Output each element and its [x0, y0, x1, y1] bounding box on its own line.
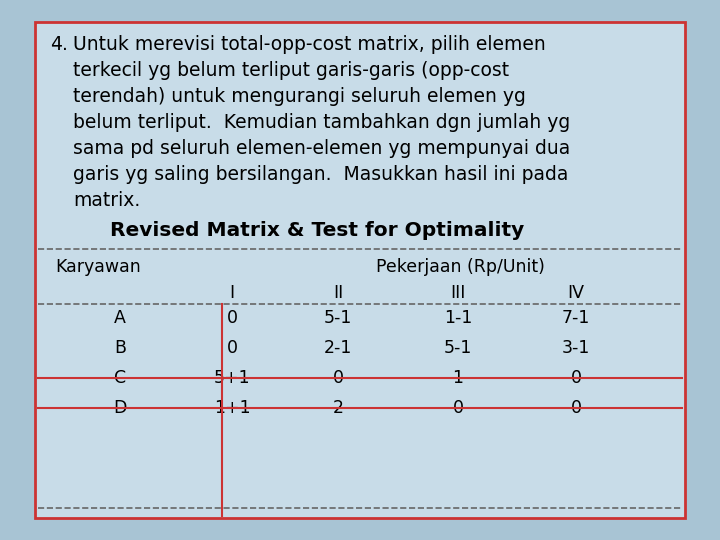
Text: II: II [333, 284, 343, 302]
Text: 0: 0 [227, 339, 238, 357]
Text: 5-1: 5-1 [324, 309, 352, 327]
Text: sama pd seluruh elemen-elemen yg mempunyai dua: sama pd seluruh elemen-elemen yg mempuny… [73, 139, 570, 158]
Text: 4.: 4. [50, 35, 68, 54]
Text: Karyawan: Karyawan [55, 258, 140, 276]
Text: B: B [114, 339, 126, 357]
Text: 0: 0 [570, 369, 582, 387]
Text: C: C [114, 369, 126, 387]
Text: 3-1: 3-1 [562, 339, 590, 357]
Text: Untuk merevisi total-opp-cost matrix, pilih elemen: Untuk merevisi total-opp-cost matrix, pi… [73, 35, 546, 54]
Text: IV: IV [567, 284, 585, 302]
Text: 5-1: 5-1 [444, 339, 472, 357]
Text: matrix.: matrix. [73, 191, 140, 210]
Text: Revised Matrix & Test for Optimality: Revised Matrix & Test for Optimality [110, 221, 524, 240]
Text: 7-1: 7-1 [562, 309, 590, 327]
Text: belum terliput.  Kemudian tambahkan dgn jumlah yg: belum terliput. Kemudian tambahkan dgn j… [73, 113, 570, 132]
Text: 1+1: 1+1 [214, 399, 251, 417]
Text: A: A [114, 309, 126, 327]
Text: I: I [230, 284, 235, 302]
Text: 1: 1 [452, 369, 464, 387]
Text: D: D [113, 399, 127, 417]
Text: 2: 2 [333, 399, 343, 417]
Text: 0: 0 [333, 369, 343, 387]
Text: terendah) untuk mengurangi seluruh elemen yg: terendah) untuk mengurangi seluruh eleme… [73, 87, 526, 106]
Text: 2-1: 2-1 [324, 339, 352, 357]
Text: terkecil yg belum terliput garis-garis (opp-cost: terkecil yg belum terliput garis-garis (… [73, 61, 509, 80]
Text: III: III [450, 284, 466, 302]
Text: 1-1: 1-1 [444, 309, 472, 327]
Text: 0: 0 [452, 399, 464, 417]
Text: 0: 0 [570, 399, 582, 417]
Text: Pekerjaan (Rp/Unit): Pekerjaan (Rp/Unit) [376, 258, 544, 276]
Text: garis yg saling bersilangan.  Masukkan hasil ini pada: garis yg saling bersilangan. Masukkan ha… [73, 165, 568, 184]
Text: 5+1: 5+1 [214, 369, 251, 387]
Text: 0: 0 [227, 309, 238, 327]
